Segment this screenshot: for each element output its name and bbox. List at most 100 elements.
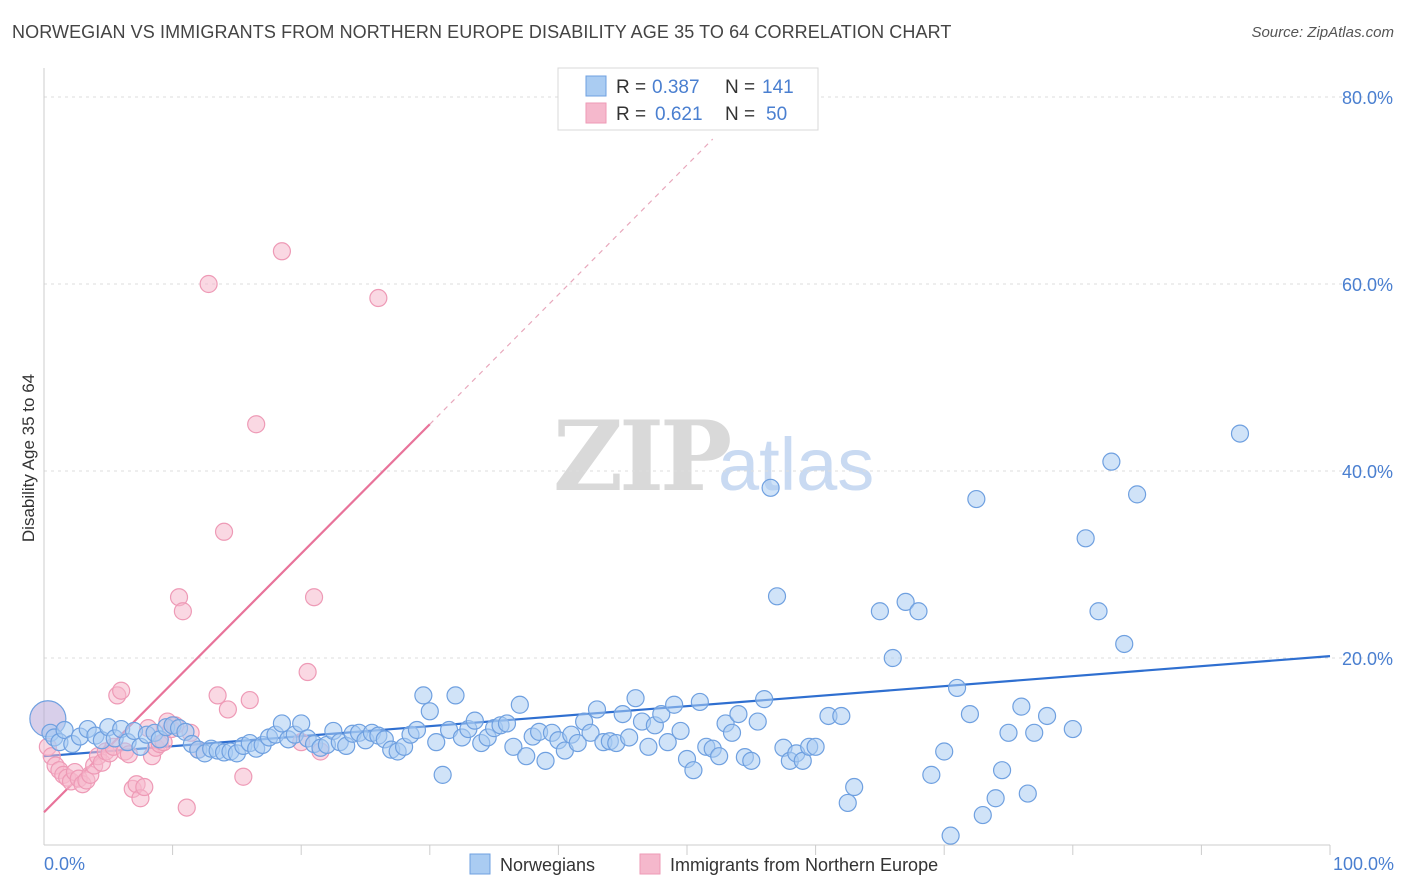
immigrants-point-51 — [369, 288, 388, 308]
norwegians-point-60 — [420, 702, 439, 721]
norwegians-point-90 — [613, 704, 632, 724]
immigrants-point-36 — [177, 798, 196, 817]
norwegians-point-40 — [292, 714, 311, 733]
legend-r-value-blue: 0.387 — [652, 77, 700, 98]
norwegians-point-67 — [465, 711, 484, 730]
immigrants-point-44 — [240, 690, 259, 710]
norwegians-point-92 — [626, 689, 645, 708]
bottom-legend-label-norwegians: Norwegians — [500, 855, 595, 875]
bottom-legend-label-immigrants: Immigrants from Northern Europe — [670, 855, 938, 875]
norwegians-point-86 — [587, 700, 607, 719]
immigrants-point-41 — [214, 522, 234, 541]
norwegians-point-85 — [581, 723, 600, 742]
y-tick-label-60: 60.0% — [1342, 275, 1393, 295]
norwegians-point-131 — [941, 826, 960, 845]
norwegians-point-127 — [896, 592, 915, 612]
norwegians-point-96 — [652, 704, 671, 724]
watermark-atlas: atlas — [718, 423, 874, 506]
norwegians-point-94 — [639, 737, 658, 756]
norwegians-point-78 — [536, 751, 555, 770]
legend-r-label-blue: R = — [616, 77, 646, 98]
norwegians-point-147 — [1115, 634, 1134, 654]
immigrants-point-35 — [173, 602, 192, 621]
norwegians-point-129 — [922, 765, 941, 784]
y-tick-label-80: 80.0% — [1342, 88, 1393, 108]
norwegians-point-139 — [1012, 697, 1031, 716]
norwegians-point-72 — [497, 714, 517, 733]
norwegians-point-105 — [710, 747, 729, 766]
norwegians-point-128 — [909, 602, 928, 621]
immigrants-point-45 — [247, 415, 266, 434]
norwegians-point-98 — [665, 695, 684, 714]
norwegians-point-141 — [1025, 723, 1044, 742]
legend-n-label-pink: N = — [725, 104, 755, 125]
norwegians-point-91 — [620, 728, 639, 747]
norwegians-point-140 — [1018, 784, 1037, 803]
norwegians-point-110 — [742, 751, 761, 770]
norwegians-point-107 — [722, 723, 742, 742]
norwegians-point-99 — [671, 721, 690, 741]
norwegians-point-83 — [568, 733, 587, 753]
norwegians-point-114 — [767, 587, 787, 606]
norwegians-point-123 — [838, 793, 857, 813]
bottom-legend-swatch-immigrants — [639, 853, 661, 875]
norwegians-point-61 — [427, 733, 446, 752]
y-axis-title: Disability Age 35 to 64 — [19, 374, 38, 542]
norwegians-point-149 — [1230, 424, 1250, 443]
norwegians-point-143 — [1063, 719, 1082, 739]
norwegians-point-142 — [1037, 706, 1057, 726]
norwegians-point-144 — [1076, 529, 1095, 548]
source-label: Source: ZipAtlas.com — [1251, 24, 1394, 41]
y-tick-label-40: 40.0% — [1342, 462, 1393, 482]
norwegians-point-101 — [684, 761, 703, 780]
immigrants-point-42 — [218, 700, 237, 719]
legend-r-value-pink: 0.621 — [655, 104, 703, 125]
norwegians-point-112 — [755, 690, 774, 709]
norwegians-point-135 — [973, 805, 992, 825]
norwegians-point-133 — [960, 704, 980, 724]
norwegians-point-113 — [761, 478, 780, 497]
norwegians-point-124 — [845, 777, 864, 797]
norwegians-point-75 — [517, 747, 536, 766]
norwegians-point-145 — [1089, 602, 1108, 621]
norwegians-point-62 — [433, 765, 452, 784]
immigrants-point-43 — [234, 767, 253, 786]
norwegians-point-74 — [510, 695, 529, 714]
norwegians-point-138 — [999, 723, 1018, 742]
correlation-legend: R = 0.387 N = 141 R = 0.621 N = 50 — [557, 67, 819, 131]
immigrants-point-49 — [304, 588, 324, 607]
immigrants-point-25 — [135, 777, 154, 797]
norwegians-point-134 — [967, 489, 986, 509]
immigrants-point-40 — [208, 686, 227, 705]
y-tick-labels: 20.0% 40.0% 60.0% 80.0% — [1342, 88, 1393, 669]
grid-lines — [44, 96, 1395, 659]
legend-n-value-blue: 141 — [762, 77, 794, 98]
legend-swatch-blue — [585, 75, 607, 97]
norwegians-point-59 — [414, 686, 433, 705]
chart-title: NORWEGIAN VS IMMIGRANTS FROM NORTHERN EU… — [12, 22, 952, 42]
legend-n-label-blue: N = — [725, 77, 755, 98]
norwegians-point-102 — [690, 692, 709, 712]
norwegians-point-108 — [729, 704, 748, 724]
legend-n-value-pink: 50 — [766, 104, 787, 125]
norwegians-point-146 — [1102, 452, 1121, 471]
immigrants-point-19 — [112, 681, 131, 700]
y-tick-label-20: 20.0% — [1342, 649, 1393, 669]
series-norwegians-points — [29, 424, 1250, 845]
norwegians-point-132 — [947, 678, 967, 698]
watermark: ZIP atlas — [553, 400, 874, 513]
x-tick-label-min: 0.0% — [44, 854, 85, 874]
legend-swatch-pink — [585, 102, 607, 124]
series-legend: Norwegians Immigrants from Northern Euro… — [469, 853, 938, 875]
immigrants-point-46 — [272, 242, 292, 261]
legend-r-label-pink: R = — [616, 104, 646, 125]
x-tick-label-max: 100.0% — [1333, 854, 1394, 874]
bottom-legend-swatch-norwegians — [469, 853, 491, 875]
immigrants-point-48 — [298, 662, 317, 682]
norwegians-point-37 — [272, 714, 292, 733]
norwegians-point-148 — [1127, 485, 1147, 504]
norwegians-point-125 — [870, 602, 890, 621]
norwegians-point-97 — [658, 733, 677, 752]
norwegians-point-120 — [806, 737, 825, 756]
norwegians-point-58 — [407, 720, 427, 740]
